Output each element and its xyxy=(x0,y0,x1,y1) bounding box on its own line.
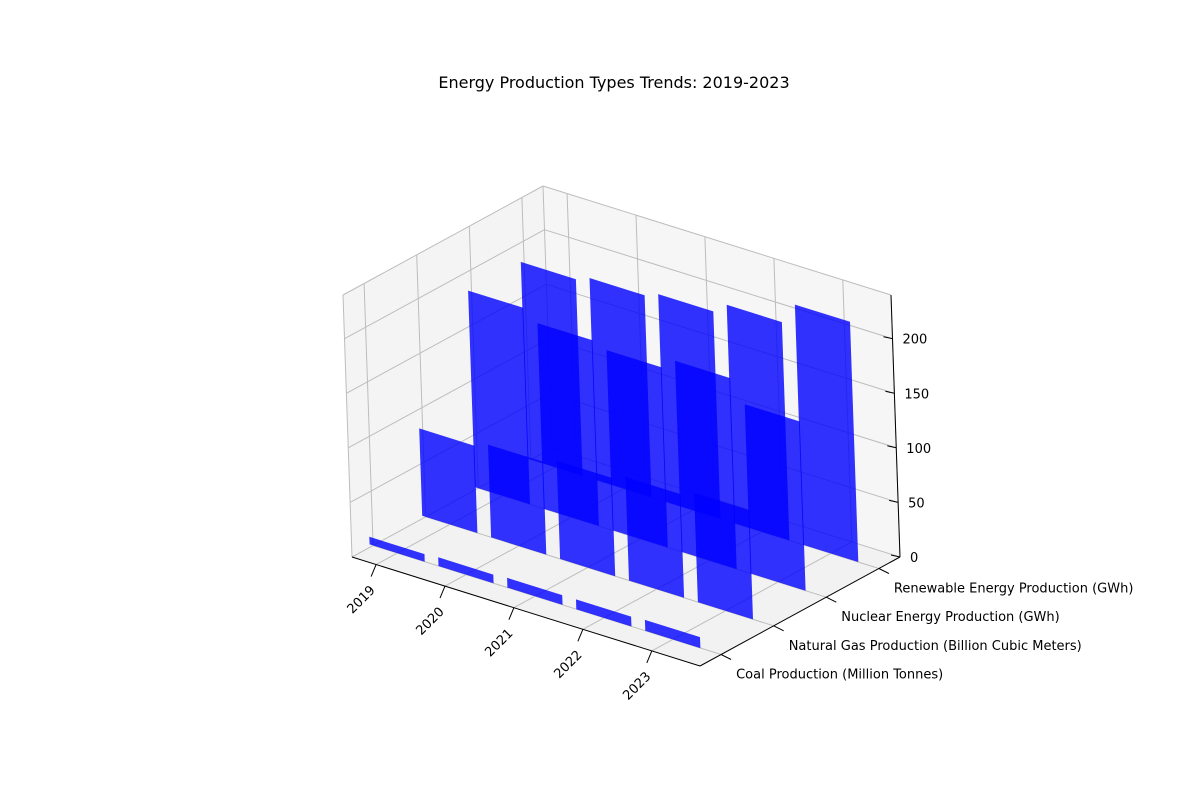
x-tick-mark xyxy=(508,607,515,620)
z-tick-label: 200 xyxy=(903,333,928,348)
z-tick-mark xyxy=(885,390,895,394)
z-tick-mark xyxy=(890,554,901,558)
z-tick-mark xyxy=(883,336,893,340)
chart-title: Energy Production Types Trends: 2019-202… xyxy=(438,73,789,92)
y-tick-label: Coal Production (Million Tonnes) xyxy=(736,668,943,683)
bar-2022-series-0 xyxy=(576,599,632,627)
x-axis-line xyxy=(351,556,701,667)
z-tick-label: 50 xyxy=(908,496,925,511)
left-wall-gridline xyxy=(344,229,545,340)
pane-edge xyxy=(542,185,892,296)
bar-2021-series-0 xyxy=(507,577,563,605)
bar-2021-series-1 xyxy=(556,460,616,577)
bar-2019-series-1 xyxy=(419,428,478,533)
bar-2023-series-3 xyxy=(794,304,859,562)
x-tick-label: 2021 xyxy=(482,626,516,660)
chart-bars xyxy=(369,261,859,649)
z-tick-mark xyxy=(887,445,897,449)
y-tick-label: Natural Gas Production (Billion Cubic Me… xyxy=(789,639,1082,654)
x-tick-mark xyxy=(439,585,446,599)
pane-edge xyxy=(342,294,353,558)
x-tick-mark xyxy=(646,650,653,664)
x-tick-mark xyxy=(370,564,377,577)
floor-pane xyxy=(352,448,900,666)
z-tick-label: 150 xyxy=(904,387,929,402)
x-tick-label: 2023 xyxy=(620,669,654,703)
y-tick-mark xyxy=(878,568,890,574)
x-tick-label: 2022 xyxy=(551,648,585,682)
bar-2023-series-0 xyxy=(644,619,701,649)
y-tick-label: Renewable Energy Production (GWh) xyxy=(894,582,1134,597)
left-wall-gridline xyxy=(346,283,547,394)
pane-edge xyxy=(342,185,544,296)
bar-2020-series-1 xyxy=(488,444,547,555)
y-tick-mark xyxy=(773,625,784,632)
z-tick-label: 0 xyxy=(910,551,918,566)
z-tick-mark xyxy=(888,499,899,503)
bar-2019-series-0 xyxy=(369,536,425,562)
y-tick-mark xyxy=(720,654,732,660)
bar-2023-series-1 xyxy=(694,492,753,620)
bar-2023-series-2 xyxy=(744,404,806,591)
x-tick-label: 2020 xyxy=(414,605,448,639)
y-axis-line xyxy=(699,556,901,667)
y-tick-label: Nuclear Energy Production (GWh) xyxy=(841,610,1059,625)
bar-2019-series-2 xyxy=(468,290,530,505)
bar-2020-series-0 xyxy=(438,557,494,584)
bar-2022-series-1 xyxy=(625,476,685,598)
y-tick-mark xyxy=(826,596,837,603)
x-tick-label: 2019 xyxy=(345,583,379,617)
z-tick-label: 100 xyxy=(906,442,931,457)
x-tick-mark xyxy=(577,629,584,642)
